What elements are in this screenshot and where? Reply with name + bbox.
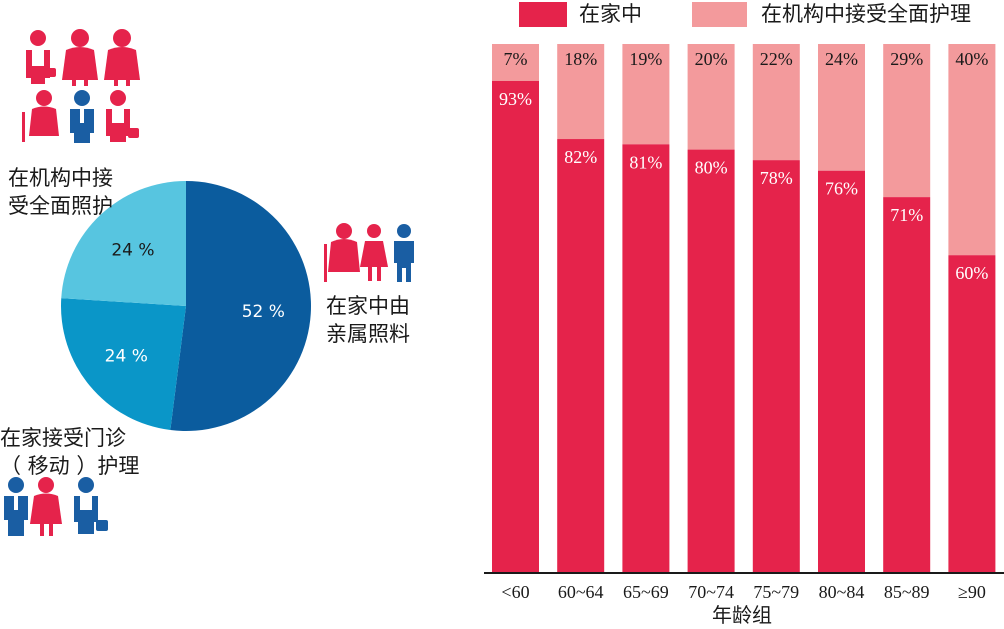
bar-label-home-0: 93%	[499, 89, 532, 109]
bar-label-home-4: 78%	[760, 168, 793, 188]
x-tick-label-0: <60	[501, 582, 529, 602]
x-tick-label-1: 60~64	[558, 582, 604, 602]
bar-home-0	[492, 80, 539, 573]
elderly-woman-icon	[62, 29, 98, 86]
bar-home-6	[883, 197, 931, 572]
x-tick-label-5: 80~84	[819, 582, 865, 602]
bar-label-institution-4: 22%	[760, 49, 793, 69]
bar-institution-2	[622, 44, 670, 145]
bar-label-home-1: 82%	[564, 147, 597, 167]
bar-label-institution-6: 29%	[890, 49, 923, 69]
bar-chart-legend: 在家中 在机构中接受全面护理	[505, 0, 1004, 30]
bar-label-institution-3: 20%	[695, 49, 728, 69]
elderly-woman-cane-icon	[324, 223, 360, 282]
nurse-icon	[26, 30, 56, 84]
elderly-woman-icon	[104, 29, 140, 86]
bar-home-1	[557, 139, 605, 573]
bar-home-3	[687, 149, 735, 572]
legend-swatch-home	[519, 2, 567, 27]
pie-label-relatives-line1: 在家中由	[326, 294, 410, 318]
bar-institution-0	[492, 44, 539, 81]
pie-label-relatives: 在家中由 亲属照料	[326, 292, 410, 348]
bar-home-2	[622, 144, 670, 572]
x-tick-label-2: 65~69	[623, 582, 669, 602]
x-tick-label-6: 85~89	[884, 582, 930, 602]
doctor-icon	[74, 477, 108, 534]
outpatient-care-icon-group	[4, 477, 108, 536]
bar-label-home-6: 71%	[890, 205, 923, 225]
pie-label-outpatient: 在家接受门诊 （ 移动 ）护理	[0, 424, 139, 480]
pie-slice-outpatient	[61, 298, 186, 431]
bar-label-institution-7: 40%	[955, 49, 988, 69]
bar-label-home-7: 60%	[955, 263, 988, 283]
bar-institution-5	[818, 44, 865, 171]
bar-label-institution-5: 24%	[825, 49, 858, 69]
bar-label-home-5: 76%	[825, 179, 858, 199]
x-tick-label-4: 75~79	[753, 582, 799, 602]
bar-institution-7	[948, 44, 996, 256]
legend-swatch-institution	[692, 2, 747, 27]
bar-label-home-3: 80%	[695, 158, 728, 178]
bar-label-institution-0: 7%	[504, 49, 528, 69]
institution-care-icon-group	[22, 29, 140, 143]
home-relatives-icon-group	[324, 223, 414, 282]
pie-label-institution-line2: 受全面照护	[8, 194, 113, 218]
pie-label-outpatient-line1: 在家接受门诊	[0, 426, 126, 450]
pie-value-label-outpatient: 24 %	[105, 346, 148, 366]
pie-label-outpatient-line2: （ 移动 ）护理	[0, 454, 140, 478]
bar-home-4	[752, 160, 800, 572]
doctor-icon	[106, 90, 139, 142]
bar-label-institution-1: 18%	[564, 49, 597, 69]
bar-label-institution-2: 19%	[629, 49, 662, 69]
bar-label-home-2: 81%	[629, 152, 662, 172]
x-tick-label-3: 70~74	[688, 582, 734, 602]
bar-institution-4	[752, 44, 800, 161]
man-icon	[394, 224, 414, 282]
age-group-stacked-bar-chart: 7% 93% <60 18% 82% 60~64 19% 81% 65~69 20% 80% 70~7…	[484, 44, 1004, 627]
bar-home-7	[948, 255, 996, 572]
bar-home-5	[818, 170, 865, 572]
pie-slice-relatives	[170, 181, 311, 431]
x-axis-label: 年龄组	[712, 603, 772, 627]
elderly-man-icon	[4, 477, 28, 536]
elderly-man-icon	[70, 90, 94, 143]
pie-label-institution-line1: 在机构中接	[8, 166, 113, 190]
elderly-woman-icon	[30, 477, 62, 536]
pie-value-label-relatives: 52 %	[242, 302, 285, 322]
x-tick-label-7: ≥90	[958, 582, 986, 602]
elderly-woman-cane-icon	[22, 90, 59, 142]
bar-institution-1	[557, 44, 605, 140]
woman-icon	[360, 224, 388, 281]
pie-label-relatives-line2: 亲属照料	[326, 322, 410, 346]
pie-label-institution: 在机构中接 受全面照护	[8, 164, 113, 220]
legend-label-institution: 在机构中接受全面护理	[761, 2, 971, 26]
legend-label-home: 在家中	[579, 2, 642, 26]
bar-institution-3	[687, 44, 735, 150]
bar-institution-6	[883, 44, 931, 198]
pie-value-label-institution: 24 %	[111, 241, 154, 261]
care-type-pie-chart: 52 % 24 % 24 %	[61, 181, 311, 431]
pie-slice-institution	[61, 181, 186, 306]
